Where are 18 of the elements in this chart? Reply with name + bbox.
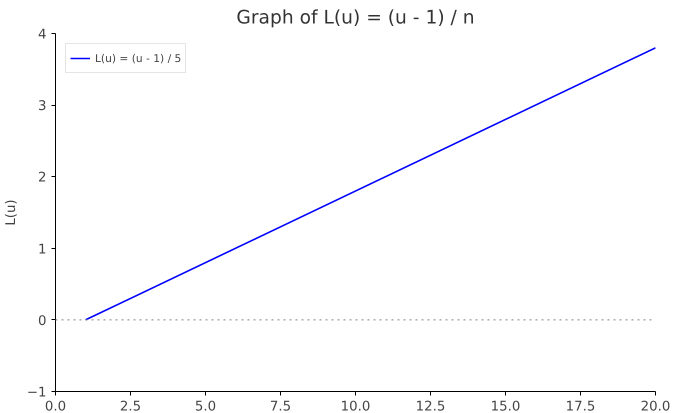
y-tick-label: 2 xyxy=(38,170,47,186)
x-tick-label: 15.0 xyxy=(490,400,520,413)
x-tick-label: 7.5 xyxy=(270,400,292,413)
chart-title: Graph of L(u) = (u - 1) / n xyxy=(236,8,475,28)
x-tick-label: 2.5 xyxy=(120,400,142,413)
x-tick-label: 20.0 xyxy=(640,400,670,413)
y-tick-label: 0 xyxy=(38,314,47,329)
y-axis-title: L(u) xyxy=(4,199,19,226)
x-tick-label: 10.0 xyxy=(340,400,370,413)
x-tick-label: 5.0 xyxy=(194,400,216,413)
x-tick-label: 0.0 xyxy=(44,400,66,413)
legend-label: L(u) = (u - 1) / 5 xyxy=(95,52,182,64)
y-tick-label: 4 xyxy=(38,28,47,42)
x-tick-label: 17.5 xyxy=(566,400,596,413)
y-tick-label: 3 xyxy=(38,99,47,114)
x-tick-label: 12.5 xyxy=(416,400,446,413)
y-tick-label: 1 xyxy=(38,242,47,258)
y-tick-label: −1 xyxy=(26,386,47,400)
